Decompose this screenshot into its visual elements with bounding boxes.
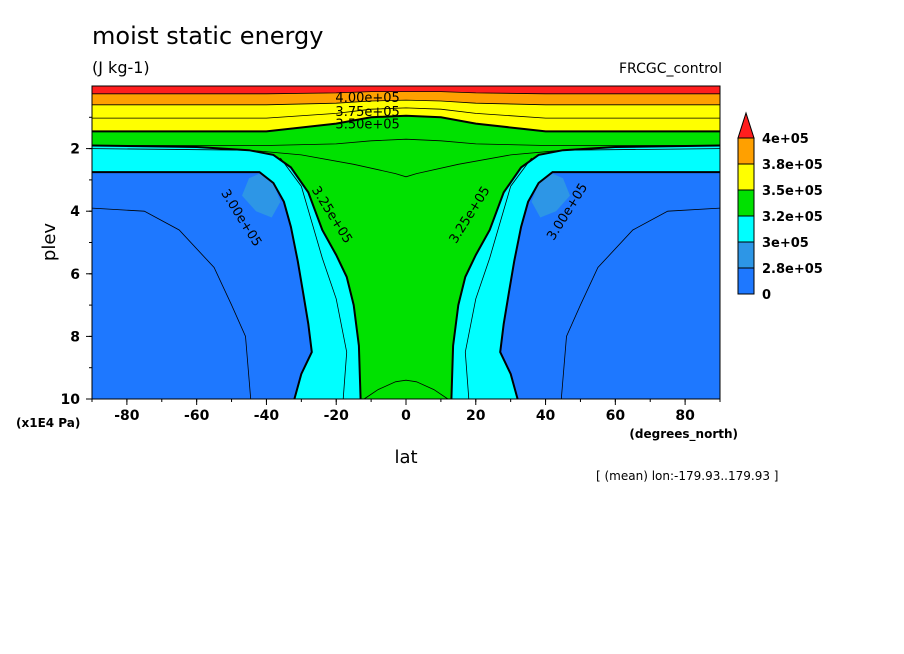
colorbar-label: 3.8e+05	[762, 158, 823, 173]
chart-title: moist static energy	[92, 22, 324, 50]
chart-units: (J kg-1)	[92, 58, 150, 77]
colorbar-label: 3.5e+05	[762, 184, 823, 199]
y-tick-label: 8	[70, 329, 80, 345]
colorbar-extend-top	[737, 111, 755, 139]
contour-thin-surface	[363, 379, 449, 400]
colorbar-label: 3e+05	[762, 236, 809, 251]
region-280000-east	[500, 172, 720, 399]
x-axis-label: lat	[394, 447, 417, 468]
colorbar-swatch	[737, 163, 755, 191]
mean-note: [ (mean) lon:-179.93..179.93 ]	[596, 469, 779, 483]
band-350000-380000	[92, 100, 720, 132]
y-axis-units: (x1E4 Pa)	[16, 416, 80, 430]
contour-350000	[92, 114, 720, 133]
colorbar-label: 0	[762, 288, 771, 303]
x-axis-units: (degrees_north)	[629, 427, 738, 442]
colorbar-swatch	[737, 137, 755, 165]
contour-thin-upper-a	[92, 91, 720, 95]
contour-label: 3.50e+05	[335, 118, 399, 133]
contour-label: 3.75e+05	[335, 105, 399, 120]
colorbar-label: 2.8e+05	[762, 262, 823, 277]
x-tick-label: -60	[184, 408, 210, 424]
colorbar-swatch	[737, 215, 755, 243]
x-tick-label: 20	[466, 408, 486, 424]
contour-300000-west	[92, 171, 313, 400]
y-tick-label: 2	[70, 142, 80, 158]
colorbar-swatch	[737, 189, 755, 217]
x-tick-label: 0	[401, 408, 411, 424]
x-tick-label: -80	[114, 408, 140, 424]
colorbar-swatch	[737, 241, 755, 269]
contour-thin-upper-c	[92, 107, 720, 119]
colorbar-label: 4e+05	[762, 132, 809, 147]
contour-thin-east-outer	[560, 207, 721, 400]
x-tick-label: -20	[324, 408, 350, 424]
band-above-400000	[92, 86, 720, 94]
region-shaded-west	[242, 173, 281, 218]
colorbar-label: 3.2e+05	[762, 210, 823, 225]
contour-thin-upper-d	[92, 138, 720, 146]
y-tick-label: 6	[70, 267, 80, 283]
contour-thin-east-inner	[464, 157, 532, 400]
band-380000-400000	[92, 91, 720, 105]
x-tick-label: 80	[675, 408, 695, 424]
contour-thin-west-inner	[280, 157, 348, 400]
contour-thin-west-outer	[91, 207, 252, 400]
region-280000-west	[92, 172, 312, 399]
contour-thin-equator	[91, 148, 721, 178]
y-tick-label: 4	[70, 204, 80, 220]
contour-325000-west	[91, 144, 362, 400]
x-tick-label: 60	[606, 408, 626, 424]
x-tick-label: -40	[254, 408, 280, 424]
contour-label: 4.00e+05	[335, 91, 399, 106]
experiment-label: FRCGC_control	[618, 61, 722, 77]
x-tick-label: 40	[536, 408, 556, 424]
y-tick-label: 10	[61, 392, 81, 408]
contour-thin-upper-b	[92, 99, 720, 106]
contour-325000-east	[450, 144, 721, 400]
contour-300000-east	[499, 171, 720, 400]
y-axis-label: plev	[39, 223, 60, 262]
region-shaded-east	[531, 173, 570, 218]
colorbar-swatch	[737, 267, 755, 295]
